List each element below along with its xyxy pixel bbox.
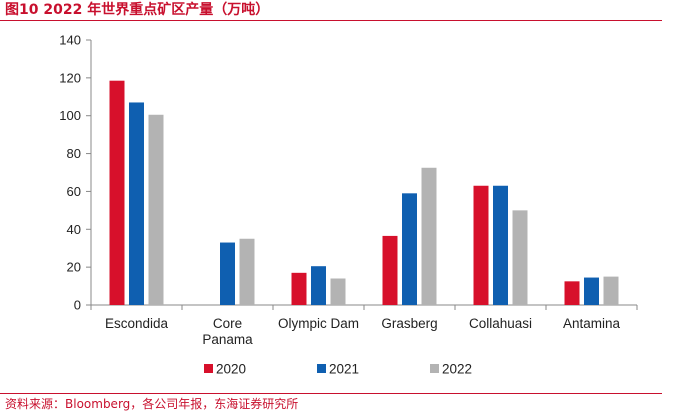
bar-2022	[148, 114, 164, 306]
legend-swatch-2021	[317, 364, 326, 373]
bar-2021	[311, 266, 326, 305]
y-tick-label: 140	[59, 33, 81, 48]
bar-2020	[109, 80, 125, 305]
x-category-label: Collahuasi	[469, 316, 532, 331]
bar-2021	[584, 277, 599, 305]
source-divider	[0, 393, 662, 394]
bar-2022	[421, 167, 437, 305]
x-category-label: Escondida	[105, 316, 169, 331]
x-category-label: Antamina	[563, 316, 621, 331]
y-tick-label: 80	[67, 146, 81, 161]
y-tick-label: 40	[67, 222, 81, 237]
legend-swatch-2022	[430, 364, 439, 373]
y-tick-label: 0	[74, 298, 81, 313]
bar-2021	[220, 242, 235, 305]
x-category-label: Grasberg	[381, 316, 437, 331]
y-tick-label: 20	[67, 260, 81, 275]
bar-2020	[382, 235, 398, 305]
title-divider	[0, 20, 662, 21]
legend-label-2021: 2021	[329, 362, 359, 377]
x-category-label: Olympic Dam	[278, 316, 359, 331]
bar-2021	[493, 185, 508, 305]
bar-2021	[402, 193, 417, 305]
bar-2020	[564, 281, 580, 305]
legend-label-2020: 2020	[216, 362, 246, 377]
figure-title: 图10 2022 年世界重点矿区产量（万吨）	[5, 2, 270, 18]
bar-2020	[473, 185, 489, 305]
bar-2022	[512, 210, 528, 305]
y-tick-label: 120	[59, 70, 81, 85]
bar-2022	[603, 276, 619, 305]
bar-2022	[330, 278, 346, 305]
bar-2022	[239, 238, 255, 305]
source-note: 资料来源：Bloomberg，各公司年报，东海证券研究所	[5, 397, 299, 411]
legend-swatch-2020	[204, 364, 213, 373]
x-category-label: Core	[213, 316, 242, 331]
y-tick-label: 100	[59, 108, 81, 123]
x-category-label: Panama	[202, 332, 253, 347]
bar-2020	[291, 272, 307, 305]
bar-2021	[129, 102, 144, 305]
y-tick-label: 60	[67, 184, 81, 199]
legend-label-2022: 2022	[442, 362, 472, 377]
